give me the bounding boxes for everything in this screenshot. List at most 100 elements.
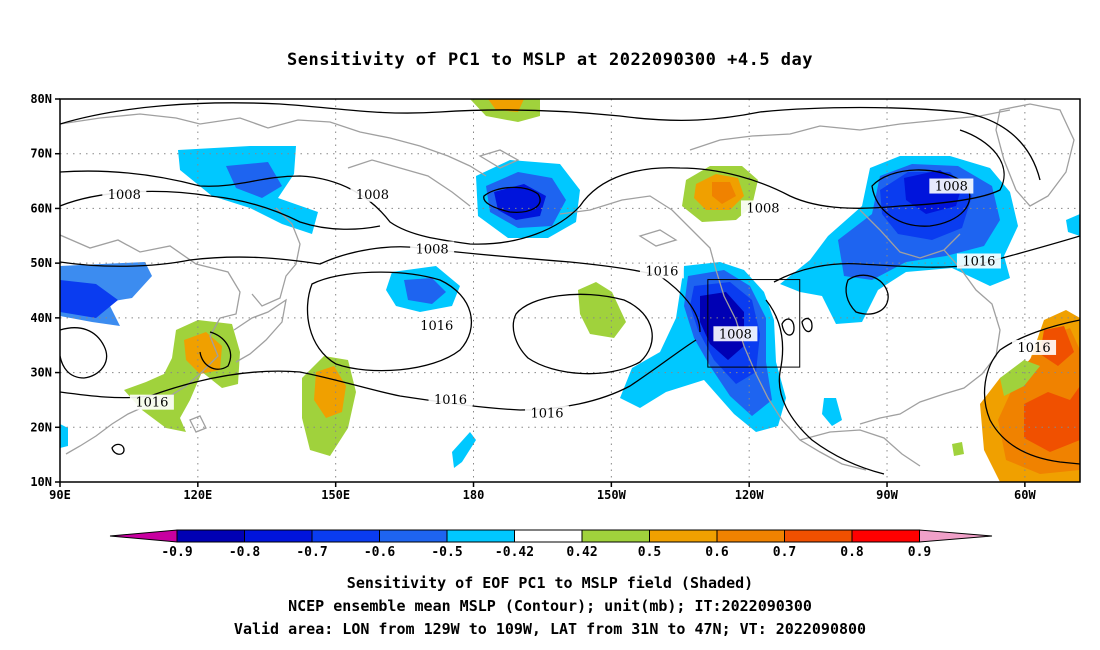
svg-text:1016: 1016 bbox=[434, 393, 467, 408]
lon-tick-180: 180 bbox=[463, 488, 485, 502]
colorbar-bin-3 bbox=[379, 529, 448, 543]
svg-text:1016: 1016 bbox=[135, 396, 168, 411]
colorbar-label-5: -0.42 bbox=[495, 545, 534, 560]
valid-area-box bbox=[707, 279, 801, 368]
colorbar-label-11: 0.9 bbox=[908, 545, 931, 560]
contour-label-1008-2: 1008 bbox=[410, 241, 455, 257]
lon-tick-150W: 150W bbox=[597, 488, 627, 502]
coast-asia-north bbox=[60, 113, 487, 177]
colorbar-label-6: 0.42 bbox=[566, 545, 597, 560]
contour-1016-atlantic bbox=[983, 319, 1080, 465]
contour-label-1016-12: 1016 bbox=[525, 405, 570, 422]
contour-label-1016-7: 1016 bbox=[956, 253, 1001, 270]
contour-1016-asia-coast bbox=[199, 331, 232, 370]
contour-1016-ring-central bbox=[512, 293, 653, 375]
lat-tick-10N: 10N bbox=[30, 475, 52, 489]
neg-small-tropical-pacific bbox=[452, 432, 476, 468]
colorbar-bin-0 bbox=[176, 529, 245, 543]
colorbar-bin-4 bbox=[446, 529, 515, 543]
colorbar-bin-5 bbox=[514, 529, 583, 543]
coast-east-america bbox=[859, 249, 1001, 425]
coast-kamchatka bbox=[251, 207, 301, 307]
pos-inner-atlantic bbox=[1040, 326, 1074, 366]
coast-greenland bbox=[995, 103, 1075, 207]
lat-tick-60N: 60N bbox=[30, 201, 52, 215]
contour-label-1008-0: 1008 bbox=[102, 186, 147, 203]
pos-region-central-pacific bbox=[578, 282, 626, 338]
svg-text:1008: 1008 bbox=[356, 188, 389, 203]
colorbar-label-3: -0.6 bbox=[364, 545, 395, 560]
pos-fringe-atlantic bbox=[1000, 360, 1040, 396]
plot-frame bbox=[59, 98, 1081, 483]
contour-label-1016-8: 1016 bbox=[1012, 339, 1057, 356]
colorbar-bin-6 bbox=[581, 529, 650, 543]
pos-inner-atlantic-south bbox=[1024, 386, 1080, 452]
contour-small-ovals bbox=[111, 317, 813, 455]
contour-1016-north-america-trough bbox=[845, 274, 889, 315]
colorbar-label-7: 0.5 bbox=[638, 545, 661, 560]
contour-label-1016-9: 1016 bbox=[414, 318, 459, 334]
svg-text:1008: 1008 bbox=[746, 201, 779, 216]
contour-label-1008-1: 1008 bbox=[350, 186, 395, 203]
svg-text:1008: 1008 bbox=[108, 188, 141, 203]
neg-small-atlantic bbox=[1066, 214, 1080, 236]
lat-tick-70N: 70N bbox=[30, 147, 52, 161]
svg-text:1016: 1016 bbox=[1018, 341, 1051, 356]
contour-label-1016-11: 1016 bbox=[428, 391, 473, 408]
contour-label-1008-4: 1008 bbox=[740, 200, 785, 216]
svg-text:1016: 1016 bbox=[530, 407, 563, 422]
colorbar-bin-8 bbox=[716, 529, 785, 543]
colorbar-bin-7 bbox=[649, 529, 718, 543]
neg-core-north-pacific bbox=[404, 278, 446, 304]
svg-text:1016: 1016 bbox=[420, 319, 453, 334]
lat-tick-80N: 80N bbox=[30, 92, 52, 106]
axes: 90E 120E 150E 180 150W 120W 90W 60W 80N 70N 60N 50N… bbox=[30, 92, 1036, 502]
caption-valid-area: Valid area: LON from 129W to 109W, LAT f… bbox=[233, 620, 867, 638]
pos-center-alaska bbox=[712, 182, 736, 204]
svg-text:1008: 1008 bbox=[416, 242, 449, 257]
sensitivity-shading bbox=[60, 99, 1080, 482]
coast-gulf-mexico bbox=[799, 429, 921, 467]
colorbar-label-10: 0.8 bbox=[840, 545, 864, 560]
lon-tick-120W: 120W bbox=[735, 488, 765, 502]
colorbar-label-4: -0.5 bbox=[431, 545, 462, 560]
colorbar-bin-1 bbox=[244, 529, 313, 543]
colorbar-label-9: 0.7 bbox=[773, 545, 796, 560]
lat-tick-30N: 30N bbox=[30, 366, 52, 380]
colorbar-bin-10 bbox=[851, 529, 920, 543]
coast-alaska bbox=[559, 195, 867, 471]
coast-east-siberia bbox=[347, 159, 471, 207]
colorbar-label-8: 0.6 bbox=[705, 545, 729, 560]
svg-text:1016: 1016 bbox=[645, 264, 678, 279]
colorbar-bin-2 bbox=[311, 529, 380, 543]
svg-text:1008: 1008 bbox=[935, 180, 968, 195]
neg-core-west-america bbox=[700, 292, 744, 360]
lat-tick-40N: 40N bbox=[30, 311, 52, 325]
lon-tick-150E: 150E bbox=[321, 488, 350, 502]
colorbar-bin-9 bbox=[784, 529, 853, 543]
neg-core-east-asia bbox=[60, 280, 118, 318]
coast-asia bbox=[60, 234, 241, 455]
contour-1016-us bbox=[765, 299, 885, 475]
caption-contour: NCEP ensemble mean MSLP (Contour); unit(… bbox=[288, 597, 812, 615]
colorbar-over-triangle bbox=[919, 529, 993, 543]
contour-1016-ring-west bbox=[306, 271, 473, 372]
colorbar-under-triangle bbox=[109, 529, 178, 543]
contour-label-1016-6: 1016 bbox=[639, 263, 684, 279]
lon-tick-60W: 60W bbox=[1014, 488, 1036, 502]
contour-1008-bering-low bbox=[483, 186, 541, 213]
pos-core-arctic bbox=[488, 99, 524, 112]
coast-hudson bbox=[859, 209, 961, 259]
colorbar-label-0: -0.9 bbox=[161, 545, 192, 560]
contour-1016-asia-south bbox=[60, 327, 108, 379]
caption-shading: Sensitivity of EOF PC1 to MSLP field (Sh… bbox=[346, 574, 754, 592]
coast-japan bbox=[233, 298, 287, 363]
colorbar-label-1: -0.8 bbox=[229, 545, 260, 560]
colorbar-label-2: -0.7 bbox=[296, 545, 327, 560]
neg-small-tropics-west bbox=[60, 424, 68, 448]
neg-core-siberia bbox=[226, 162, 282, 198]
svg-text:1008: 1008 bbox=[719, 327, 752, 342]
pos-small-caribbean bbox=[952, 442, 964, 456]
lon-tick-90W: 90W bbox=[876, 488, 898, 502]
